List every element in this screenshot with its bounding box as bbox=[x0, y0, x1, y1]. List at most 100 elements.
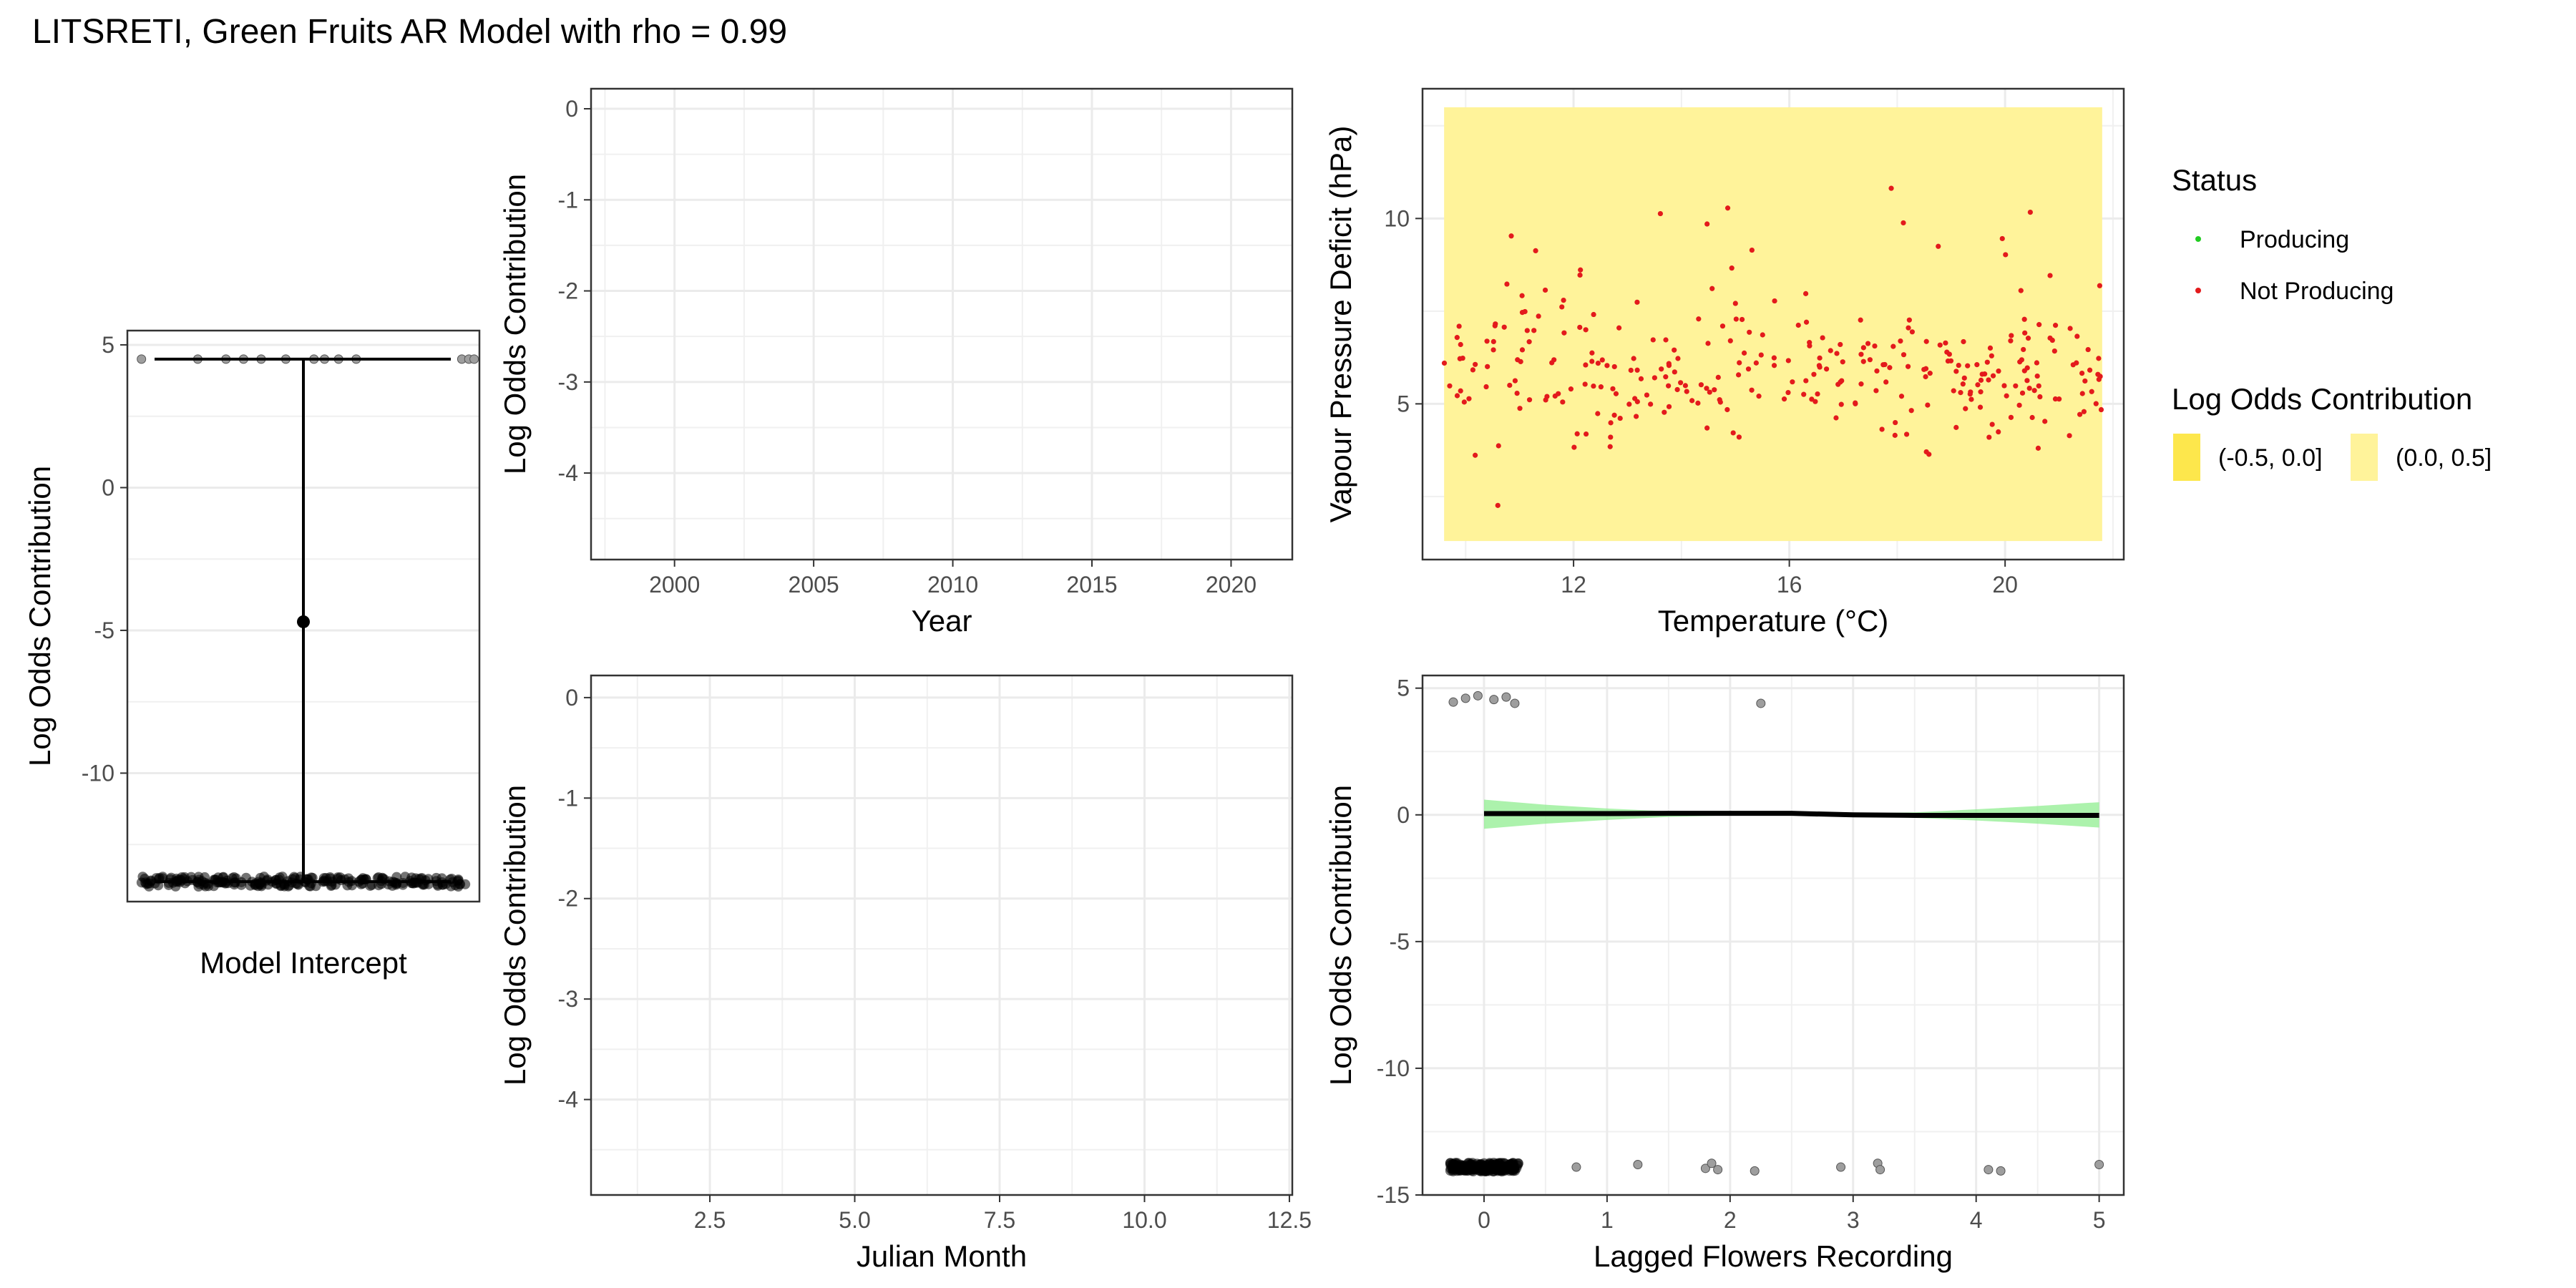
temperature-vpd-point bbox=[1666, 363, 1672, 369]
lagged-flowers-point bbox=[1489, 1161, 1500, 1172]
lagged_flowers-x-tick-label: 3 bbox=[1847, 1207, 1860, 1233]
temperature-vpd-point bbox=[1604, 363, 1610, 369]
temperature-vpd-point bbox=[2016, 402, 2022, 408]
temperature-vpd-point bbox=[1561, 298, 1566, 303]
temperature-vpd-point bbox=[1595, 411, 1601, 416]
temperature-vpd-point bbox=[2009, 333, 2014, 338]
intercept-point bbox=[186, 872, 197, 882]
temperature-vpd-point bbox=[1781, 396, 1787, 402]
year-x-tick-label: 2010 bbox=[927, 572, 978, 597]
temperature-vpd-panel: 5 10 12 16 20 Temperature (°C) Vapour Pressu… bbox=[1324, 87, 2125, 638]
intercept-marks bbox=[136, 354, 479, 892]
lagged-flowers-point bbox=[1750, 1166, 1760, 1176]
temperature-vpd-point bbox=[1958, 390, 1963, 396]
temperature-vpd-point bbox=[1785, 389, 1791, 396]
year-grid bbox=[591, 89, 1292, 560]
temp_vpd-x-tick-label: 20 bbox=[1992, 572, 2018, 597]
temperature-vpd-point bbox=[1577, 272, 1583, 278]
temperature-vpd-point bbox=[2027, 209, 2033, 215]
temperature-vpd-point bbox=[1901, 352, 1907, 358]
temperature-vpd-point bbox=[1873, 388, 1879, 394]
temperature-vpd-point bbox=[1990, 373, 1996, 379]
temperature-vpd-point bbox=[2096, 356, 2102, 361]
temperature-vpd-point bbox=[1591, 311, 1596, 318]
intercept-point bbox=[254, 878, 265, 889]
temperature-vpd-point bbox=[1707, 389, 1712, 395]
temperature-vpd-point bbox=[1749, 387, 1755, 393]
temperature-vpd-point bbox=[2019, 390, 2026, 396]
temperature-vpd-point bbox=[1608, 420, 1614, 426]
temperature-vpd-point bbox=[2096, 376, 2102, 382]
temperature-vpd-point bbox=[1860, 345, 1866, 351]
temperature-vpd-point bbox=[1717, 399, 1723, 405]
temperature-vpd-point bbox=[1617, 415, 1623, 421]
temperature-vpd-point bbox=[1583, 362, 1589, 368]
lagged-flowers-point bbox=[1500, 1161, 1511, 1172]
temperature-vpd-point bbox=[2008, 338, 2014, 343]
temperature-vpd-point bbox=[1817, 355, 1823, 361]
temperature-vpd-point bbox=[1989, 421, 1995, 427]
legend-lo-title: Log Odds Contribution bbox=[2172, 382, 2472, 416]
temperature-vpd-point bbox=[1454, 393, 1460, 399]
month-x-tick-label: 5.0 bbox=[839, 1207, 870, 1233]
temperature-vpd-point bbox=[1809, 396, 1815, 402]
temperature-vpd-point bbox=[2031, 388, 2037, 394]
temperature-vpd-point bbox=[1996, 368, 2001, 374]
temperature-vpd-point bbox=[1454, 335, 1460, 341]
temperature-vpd-point bbox=[1986, 434, 1992, 440]
temperature-vpd-point bbox=[1517, 406, 1523, 411]
temperature-vpd-point bbox=[1986, 377, 1991, 383]
temperature-vpd-point bbox=[1519, 347, 1526, 353]
temperature-vpd-point bbox=[1840, 359, 1845, 365]
temperature-vpd-point bbox=[1756, 394, 1762, 399]
temp_vpd-x-tick-label: 12 bbox=[1561, 572, 1586, 597]
temperature-vpd-point bbox=[1536, 313, 1541, 319]
year-y-tick-label: -2 bbox=[558, 278, 578, 304]
temperature-vpd-point bbox=[1745, 366, 1752, 372]
month-y-tick-label: -4 bbox=[558, 1087, 578, 1113]
temperature-vpd-point bbox=[2074, 360, 2079, 366]
lagged_flowers-x-tick-label: 2 bbox=[1724, 1207, 1737, 1233]
temperature-vpd-point bbox=[1909, 329, 1915, 335]
temperature-vpd-point bbox=[1698, 382, 1704, 388]
lagged-flowers-panel: 5 0 -5 -10 -15 0 1 2 3 4 5 Lagged Flowers Recordin… bbox=[1324, 674, 2125, 1273]
temperature-vpd-point bbox=[2067, 433, 2072, 439]
lagged-flowers-point bbox=[1467, 1163, 1478, 1174]
temperature-vpd-point bbox=[1571, 444, 1577, 450]
temperature-vpd-point bbox=[1883, 379, 1889, 385]
temperature-vpd-point bbox=[2081, 409, 2087, 414]
temperature-vpd-point bbox=[2029, 414, 2035, 421]
temperature-vpd-point bbox=[1923, 338, 1929, 344]
temperature-vpd-point bbox=[1974, 362, 1980, 368]
temperature-vpd-point bbox=[2026, 386, 2032, 391]
temperature-vpd-point bbox=[1491, 338, 1496, 344]
temperature-vpd-point bbox=[2079, 371, 2085, 376]
temperature-vpd-point bbox=[2034, 360, 2040, 366]
temperature-vpd-point bbox=[1583, 431, 1589, 437]
year-x-tick-label: 2015 bbox=[1066, 572, 1117, 597]
temperature-vpd-point bbox=[1903, 431, 1910, 437]
temperature-vpd-point bbox=[1816, 363, 1822, 369]
temperature-vpd-point bbox=[1975, 382, 1981, 388]
temperature-vpd-point bbox=[1905, 364, 1911, 369]
temperature-vpd-point bbox=[1860, 358, 1866, 364]
temperature-vpd-point bbox=[1961, 338, 1966, 345]
month-grid bbox=[591, 675, 1292, 1195]
temperature-vpd-point bbox=[1733, 316, 1739, 322]
lagged-flowers-panel-border bbox=[1421, 674, 2125, 1196]
temperature-vpd-point bbox=[1953, 424, 1959, 430]
temperature-vpd-point bbox=[1968, 389, 1974, 395]
temperature-vpd-point bbox=[1561, 330, 1567, 336]
temperature-vpd-point bbox=[1543, 397, 1548, 403]
temperature-vpd-point bbox=[1531, 328, 1537, 333]
temperature-vpd-point bbox=[1785, 358, 1791, 364]
temperature-vpd-point bbox=[2047, 335, 2053, 341]
temperature-vpd-point bbox=[1803, 378, 1809, 384]
legend-producing-label: Producing bbox=[2240, 226, 2349, 253]
intercept-point bbox=[275, 881, 286, 892]
temperature-vpd-point bbox=[1865, 341, 1871, 346]
temperature-vpd-point bbox=[2019, 357, 2024, 363]
temperature-vpd-point bbox=[1644, 392, 1650, 398]
intercept-panel: 5 0 -5 -10 Model Intercept Log Odds Contrib… bbox=[23, 329, 481, 980]
